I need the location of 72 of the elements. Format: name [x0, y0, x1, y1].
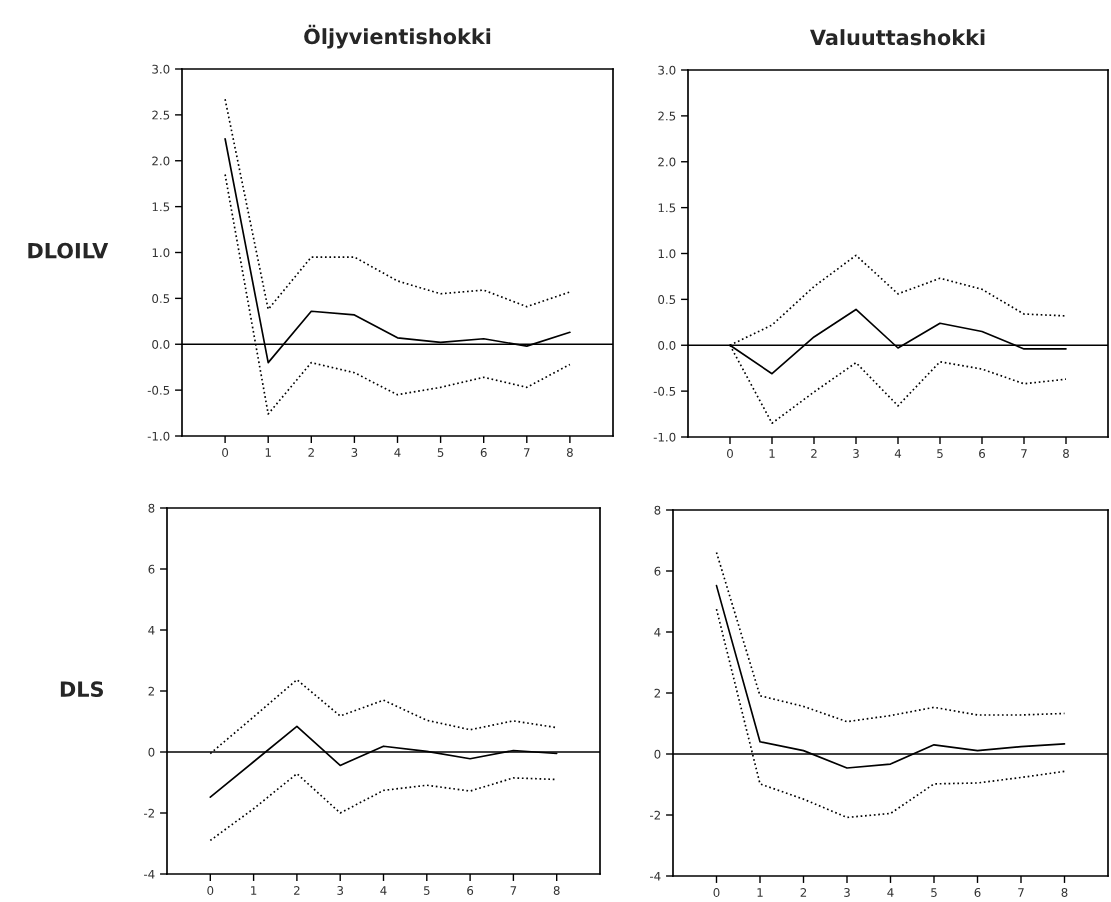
x-tick-label: 4 [380, 886, 387, 895]
x-tick-label: 4 [894, 449, 902, 458]
y-tick-label: 0.0 [658, 340, 676, 350]
y-tick-label: 6 [654, 566, 661, 576]
x-tick-label: 3 [844, 888, 850, 897]
y-tick-label: 3.0 [658, 65, 676, 75]
y-tick-label: 2 [148, 686, 155, 696]
chart-title: Öljyvientishokki [304, 24, 491, 49]
x-tick-label: 3 [853, 449, 859, 458]
x-tick-label: 6 [467, 886, 474, 895]
y-tick-label: -2 [650, 810, 661, 820]
x-tick-label: 0 [713, 888, 720, 897]
y-tick-label: 2.5 [152, 110, 170, 120]
x-tick-label: 2 [811, 449, 817, 458]
y-tick-label: 2.5 [658, 111, 676, 121]
x-tick-label: 6 [979, 449, 986, 458]
y-tick-label: 0.5 [658, 295, 676, 305]
x-tick-label: 6 [480, 448, 487, 457]
x-tick-label: 7 [1021, 449, 1027, 458]
y-tick-label: -2 [144, 808, 155, 818]
y-tick-label: 1.0 [152, 248, 170, 258]
x-tick-label: 6 [974, 888, 981, 897]
y-tick-label: 3.0 [152, 64, 170, 74]
x-tick-label: 1 [769, 449, 775, 458]
x-tick-label: 3 [351, 448, 358, 457]
x-tick-label: 4 [394, 448, 401, 457]
y-tick-label: -0.5 [653, 386, 676, 396]
y-tick-label: -1.0 [653, 432, 676, 442]
x-tick-label: 8 [566, 448, 573, 457]
y-tick-label: -0.5 [147, 385, 170, 395]
y-tick-label: 4 [148, 625, 155, 635]
chart-title: Valuuttashokki [810, 29, 985, 46]
y-tick-label: 0 [654, 749, 661, 759]
x-tick-label: 7 [524, 448, 530, 457]
x-tick-label: 5 [423, 886, 430, 895]
x-tick-label: 7 [510, 886, 517, 895]
y-tick-label: 4 [654, 627, 661, 637]
x-tick-label: 8 [1063, 449, 1069, 458]
x-tick-label: 8 [553, 886, 560, 895]
y-tick-label: 2.0 [152, 156, 170, 166]
y-tick-label: 2 [654, 688, 661, 698]
y-axis-title: DLS [60, 681, 104, 698]
y-axis-title: DLOILV [28, 242, 109, 259]
x-tick-label: 0 [222, 448, 229, 457]
x-tick-label: 0 [727, 449, 733, 458]
x-tick-label: 5 [931, 888, 937, 897]
y-tick-label: -1.0 [147, 431, 170, 441]
x-tick-label: 5 [937, 449, 943, 458]
x-tick-label: 8 [1061, 888, 1068, 897]
x-tick-label: 5 [437, 448, 444, 457]
x-tick-label: 1 [757, 888, 763, 897]
y-tick-label: 8 [654, 505, 661, 515]
y-tick-label: -4 [144, 869, 155, 879]
x-tick-label: 1 [251, 886, 257, 895]
y-tick-label: -4 [650, 871, 661, 881]
x-tick-label: 2 [294, 886, 300, 895]
y-tick-label: 8 [148, 503, 155, 513]
x-tick-label: 1 [265, 448, 271, 457]
x-tick-label: 3 [337, 886, 344, 895]
y-tick-label: 6 [148, 564, 155, 574]
x-tick-label: 2 [800, 888, 807, 897]
y-tick-label: 1.5 [152, 202, 170, 212]
x-tick-label: 7 [1018, 888, 1024, 897]
y-tick-label: 1.0 [658, 249, 676, 259]
y-tick-label: 0.5 [152, 294, 170, 304]
x-tick-label: 4 [887, 888, 894, 897]
x-tick-label: 2 [308, 448, 314, 457]
y-tick-label: 2.0 [658, 157, 676, 167]
y-tick-label: 0.0 [152, 339, 170, 349]
x-tick-label: 0 [207, 886, 214, 895]
y-tick-label: 1.5 [658, 203, 676, 213]
y-tick-label: 0 [148, 747, 155, 757]
